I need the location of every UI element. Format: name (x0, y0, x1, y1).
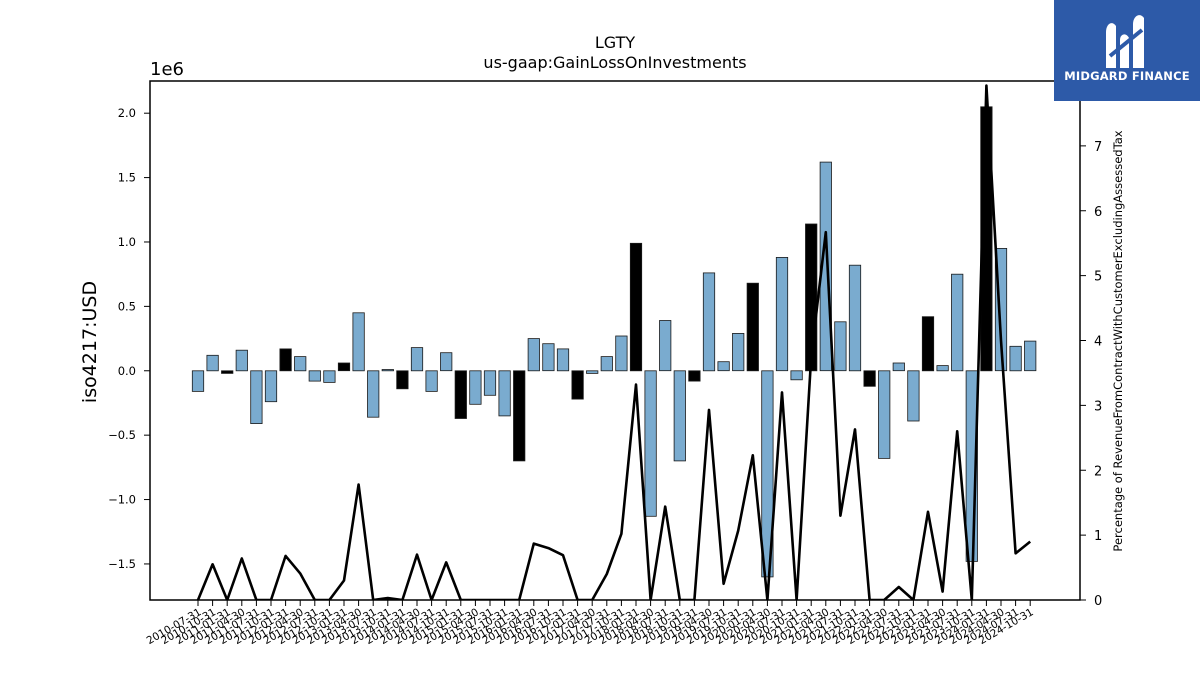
y-tick-label: −1.0 (108, 493, 136, 507)
bar (702, 272, 716, 372)
chart-title: LGTY (595, 33, 636, 52)
logo-mark-icon (1106, 15, 1144, 68)
bar (381, 369, 394, 372)
bar (337, 362, 351, 372)
bar (775, 256, 789, 372)
bar (498, 370, 511, 417)
x-axis: 2010-07-312010-10-312011-01-312011-04-30… (145, 600, 1036, 647)
bar (717, 361, 730, 372)
y2-axis: 0 1 2 3 4 5 6 7 (1080, 140, 1102, 609)
bar (396, 370, 409, 390)
bar (308, 370, 321, 382)
bar (454, 370, 467, 419)
bar (1009, 345, 1022, 372)
bar (221, 370, 234, 374)
bar (761, 370, 774, 578)
bar (250, 370, 263, 424)
bar (367, 370, 380, 418)
bar (994, 247, 1008, 372)
bar (936, 365, 949, 372)
bar (892, 362, 905, 372)
y-scale-label: 1e6 (150, 59, 184, 80)
bar (469, 370, 482, 405)
y-tick-label: −0.5 (108, 428, 136, 442)
bar (790, 370, 803, 381)
y2-axis-label: Percentage of RevenueFromContractWithCus… (1111, 130, 1125, 551)
bar (659, 320, 672, 372)
y-tick-label: 0.0 (118, 364, 136, 378)
bar (279, 348, 292, 372)
series-line (196, 84, 1032, 600)
line-series (196, 84, 1032, 600)
bar-series (191, 106, 1037, 578)
bar (629, 242, 643, 372)
y2-tick-label: 5 (1094, 270, 1102, 285)
y2-tick-label: 7 (1094, 140, 1102, 155)
y2-tick-label: 3 (1094, 399, 1102, 414)
y-tick-label: 1.0 (118, 235, 136, 249)
y-tick-label: 2.0 (118, 106, 136, 120)
bar (644, 370, 657, 517)
bar (673, 370, 686, 462)
bar (206, 354, 219, 372)
bar (688, 370, 701, 382)
bar (513, 370, 526, 462)
bar (848, 264, 862, 372)
bar (732, 332, 745, 372)
bar (586, 370, 599, 374)
bar (819, 161, 832, 372)
bar (556, 348, 570, 372)
y-tick-label: −1.5 (108, 557, 136, 571)
chart-subtitle: us-gaap:GainLossOnInvestments (483, 53, 746, 72)
bar (542, 343, 555, 372)
bar (834, 321, 847, 372)
bar (863, 370, 876, 387)
bar (352, 312, 365, 372)
y2-tick-label: 4 (1094, 335, 1102, 350)
bar (264, 370, 278, 403)
bar (527, 338, 540, 372)
bar (615, 335, 628, 372)
bar (323, 370, 336, 383)
y-tick-label: 0.5 (118, 299, 136, 313)
y-axis: −1.5 −1.0 −0.5 0.0 0.5 1.0 1.5 2.0 (108, 106, 150, 571)
bar (1024, 340, 1037, 372)
bar (483, 370, 497, 396)
brand-name: MIDGARD FINANCE (1064, 69, 1190, 83)
y-tick-label: 1.5 (118, 171, 136, 185)
bar (571, 370, 584, 400)
bar (921, 316, 935, 372)
bar (746, 282, 759, 372)
bar (951, 273, 964, 372)
y2-tick-label: 2 (1094, 464, 1102, 479)
y2-tick-label: 1 (1094, 529, 1102, 544)
y-axis-label: iso4217:USD (79, 281, 101, 403)
bar (907, 370, 920, 422)
bar (440, 352, 453, 372)
bar (410, 347, 424, 372)
plot-frame (149, 80, 1081, 601)
bar (600, 356, 613, 372)
bar (294, 356, 307, 372)
bar (235, 349, 248, 372)
bar (191, 370, 205, 392)
bar (878, 370, 891, 459)
y2-tick-label: 6 (1094, 205, 1102, 220)
brand-logo: MIDGARD FINANCE (1054, 0, 1200, 101)
bar (425, 370, 438, 392)
y2-tick-label: 0 (1094, 594, 1102, 609)
